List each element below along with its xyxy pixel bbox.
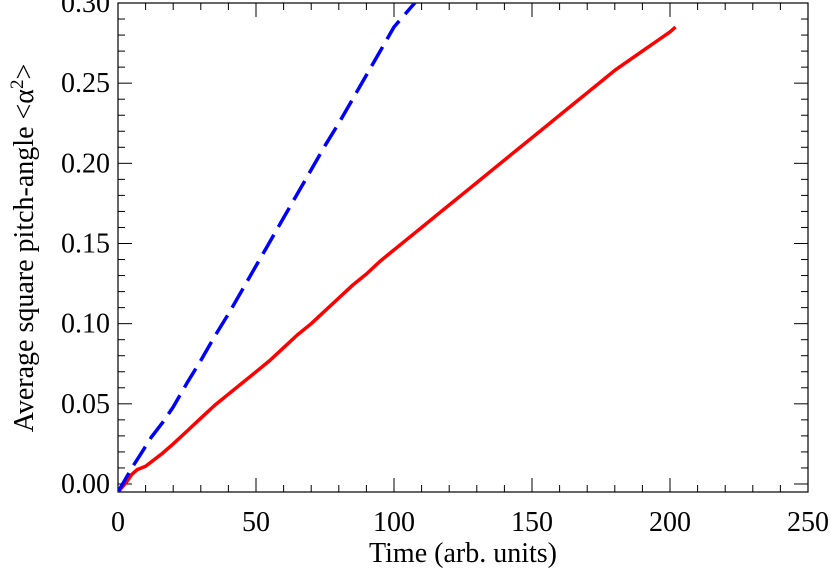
x-tick-label: 50	[242, 507, 270, 538]
x-tick-label: 0	[111, 507, 125, 538]
y-tick-label: 0.10	[61, 309, 110, 340]
y-tick-label: 0.15	[61, 228, 110, 259]
y-axis-title-end: >	[9, 64, 40, 80]
solid-red-series-line	[118, 25, 677, 492]
y-tick-label: 0.05	[61, 389, 110, 420]
y-tick-label: 0.20	[61, 148, 110, 179]
y-tick-label: 0.30	[61, 0, 110, 19]
x-tick-label: 100	[373, 507, 415, 538]
y-tick-label: 0.25	[61, 68, 110, 99]
series-layer	[118, 3, 677, 492]
y-tick-label: 0.00	[61, 469, 110, 500]
y-axis-title-sup: 2	[7, 80, 28, 90]
plot-frame	[117, 2, 809, 493]
axis-ticks	[117, 2, 809, 492]
y-axis-title: Average square pitch-angle <α2>	[7, 64, 40, 433]
x-tick-label: 200	[649, 507, 691, 538]
x-axis-title: Time (arb. units)	[369, 538, 557, 569]
y-axis-title-main: Average square pitch-angle <α	[9, 89, 40, 433]
x-tick-label: 250	[787, 507, 829, 538]
axis-tick-labels: 0 50 100 150 200 250 0.00 0.05 0.10 0.15 0.20 0.25 0…	[61, 0, 829, 538]
dashed-blue-series-line	[118, 3, 418, 492]
x-tick-label: 150	[511, 507, 553, 538]
